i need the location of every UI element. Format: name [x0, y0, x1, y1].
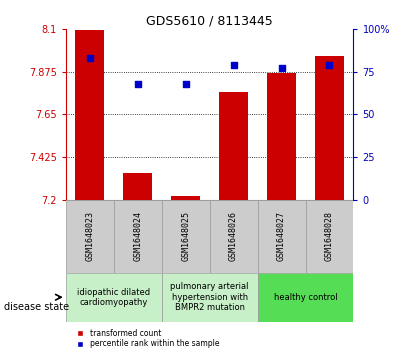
Text: disease state: disease state [4, 302, 69, 312]
Bar [123, 173, 152, 200]
Text: GSM1648026: GSM1648026 [229, 211, 238, 261]
Bar [66, 273, 162, 322]
Text: GSM1648023: GSM1648023 [85, 211, 94, 261]
Bar [258, 200, 305, 273]
Text: pulmonary arterial
hypertension with
BMPR2 mutation: pulmonary arterial hypertension with BMP… [171, 282, 249, 312]
Bar [171, 196, 200, 200]
Text: GSM1648024: GSM1648024 [133, 211, 142, 261]
Point [134, 81, 141, 86]
Legend: transformed count, percentile rank within the sample: transformed count, percentile rank withi… [69, 326, 223, 351]
Bar [114, 200, 162, 273]
Bar [162, 200, 210, 273]
Bar [305, 200, 353, 273]
Bar [315, 56, 344, 200]
Bar [258, 273, 353, 322]
Bar [210, 200, 258, 273]
Text: idiopathic dilated
cardiomyopathy: idiopathic dilated cardiomyopathy [77, 287, 150, 307]
Bar [219, 91, 248, 200]
Title: GDS5610 / 8113445: GDS5610 / 8113445 [146, 15, 273, 28]
Text: GSM1648028: GSM1648028 [325, 211, 334, 261]
Point [86, 55, 93, 61]
Text: healthy control: healthy control [274, 293, 337, 302]
Text: GSM1648027: GSM1648027 [277, 211, 286, 261]
Text: GSM1648025: GSM1648025 [181, 211, 190, 261]
Bar [267, 73, 296, 200]
Bar [162, 273, 258, 322]
Bar [66, 200, 114, 273]
Point [182, 81, 189, 86]
Point [278, 65, 285, 71]
Point [230, 62, 237, 68]
Point [326, 62, 333, 68]
Bar [75, 30, 104, 200]
